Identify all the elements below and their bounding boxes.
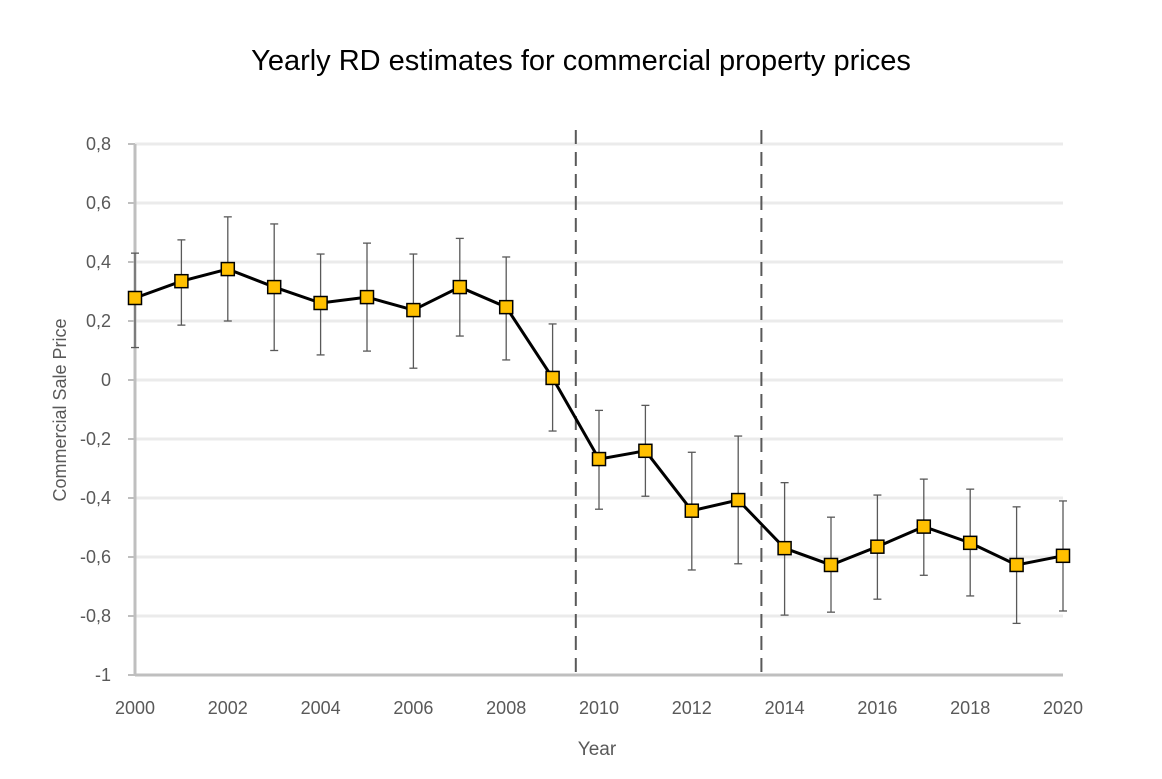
data-point xyxy=(127,290,143,306)
data-point xyxy=(313,295,328,311)
x-tick-label: 2012 xyxy=(672,698,712,718)
y-tick-label: -0,8 xyxy=(80,606,111,626)
data-point xyxy=(220,261,236,277)
y-tick-label: -0,4 xyxy=(80,488,111,508)
data-point xyxy=(823,557,839,573)
data-point xyxy=(1009,557,1024,573)
data-point xyxy=(174,273,189,289)
chart-title: Yearly RD estimates for commercial prope… xyxy=(251,45,911,77)
data-point xyxy=(545,370,560,386)
data-point xyxy=(1055,548,1071,564)
x-tick-label: 2002 xyxy=(208,698,248,718)
data-point xyxy=(359,289,375,305)
y-tick-label: 0 xyxy=(101,370,111,390)
y-tick-label: 0,4 xyxy=(86,252,111,272)
data-point xyxy=(591,451,607,467)
data-point xyxy=(406,302,421,318)
x-tick-label: 2004 xyxy=(301,698,341,718)
y-axis-label: Commercial Sale Price xyxy=(50,318,70,501)
x-tick-label: 2018 xyxy=(950,698,990,718)
y-tick-label: -0,2 xyxy=(80,429,111,449)
y-tick-label: 0,2 xyxy=(86,311,111,331)
x-tick-label: 2000 xyxy=(115,698,155,718)
data-point xyxy=(916,519,932,534)
x-tick-label: 2014 xyxy=(765,698,805,718)
data-point xyxy=(266,279,282,295)
y-tick-label: 0,6 xyxy=(86,193,111,213)
data-point xyxy=(452,279,468,295)
x-tick-label: 2016 xyxy=(857,698,897,718)
x-tick-label: 2010 xyxy=(579,698,619,718)
x-tick-label: 2020 xyxy=(1043,698,1083,718)
y-tick-label: -0,6 xyxy=(80,547,111,567)
y-tick-label: -1 xyxy=(95,665,111,685)
data-point xyxy=(777,540,792,556)
data-point xyxy=(638,443,653,459)
x-tick-label: 2008 xyxy=(486,698,526,718)
x-tick-label: 2006 xyxy=(393,698,433,718)
x-axis-label: Year xyxy=(578,739,617,760)
data-point xyxy=(870,539,885,554)
data-point xyxy=(730,492,746,508)
data-point xyxy=(684,503,700,518)
y-tick-label: 0,8 xyxy=(86,134,111,154)
data-point xyxy=(962,535,978,551)
data-point xyxy=(498,299,514,315)
